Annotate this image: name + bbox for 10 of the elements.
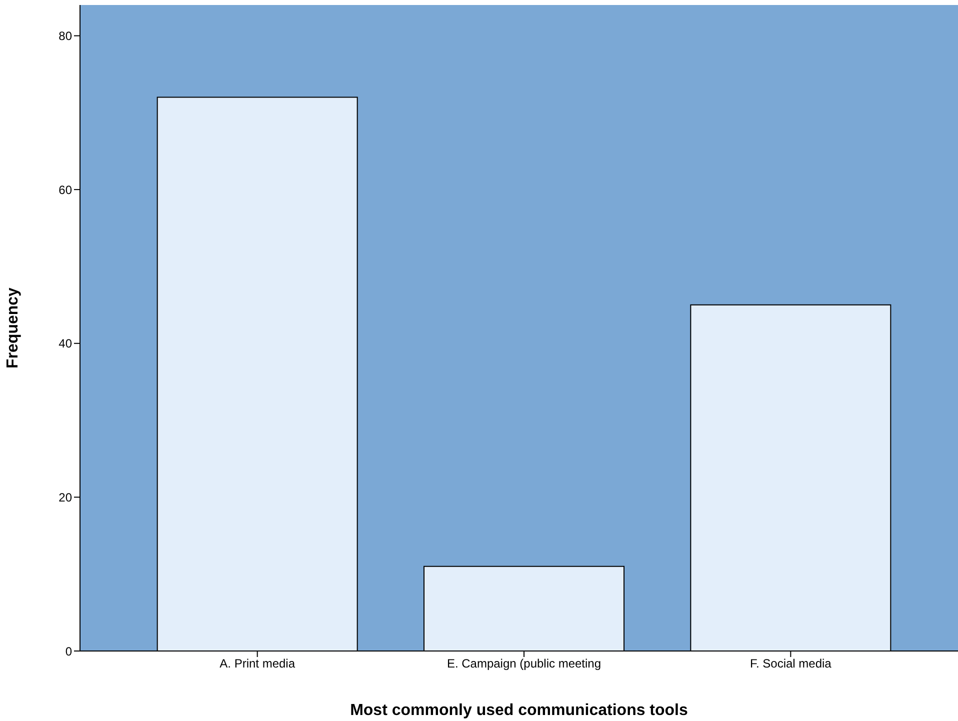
x-tick-label: E. Campaign (public meeting — [446, 656, 602, 671]
y-tick-label: 80 — [58, 29, 72, 44]
y-tick-label: 20 — [58, 490, 72, 504]
x-axis-title: Most commonly used communications tools — [350, 702, 688, 719]
y-axis-title: Frequency — [4, 287, 22, 368]
x-tick-label: A. Print media — [220, 656, 296, 671]
y-tick-label: 40 — [58, 336, 72, 351]
y-tick-label: 60 — [58, 182, 72, 197]
x-tick-label: F. Social media — [750, 656, 832, 671]
y-tick-label: 0 — [65, 644, 72, 658]
